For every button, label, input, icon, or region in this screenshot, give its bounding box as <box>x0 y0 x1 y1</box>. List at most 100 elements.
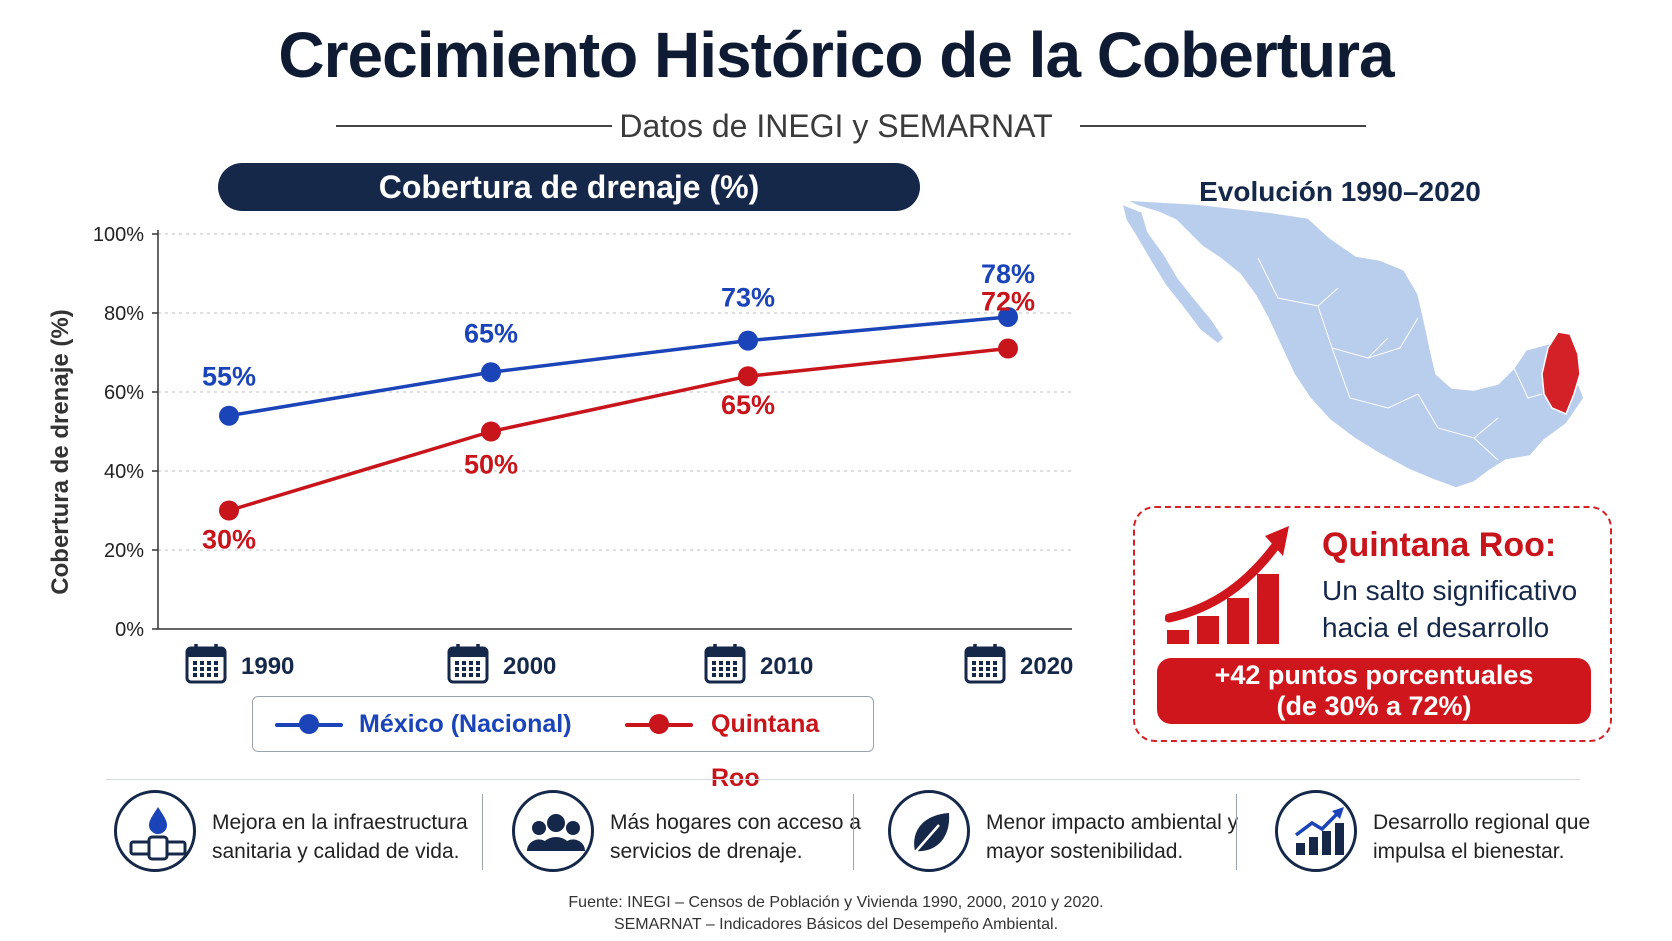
subtitle-right-rule <box>1080 125 1366 127</box>
banner-line-2: (de 30% a 72%) <box>1276 691 1472 721</box>
calendar-day <box>214 673 218 677</box>
calendar-icon <box>964 644 1006 684</box>
calendar-day <box>733 667 737 671</box>
calendar-icon <box>704 644 746 684</box>
calendar-day <box>979 673 983 677</box>
page-subtitle: Datos de INEGI y SEMARNAT <box>619 108 1053 144</box>
callout-text: Un salto significativo hacia el desarrol… <box>1322 575 1578 643</box>
calendar-day <box>200 667 204 671</box>
calendar-day <box>972 673 976 677</box>
feature-icon-circle <box>114 790 196 872</box>
feature-icon-circle <box>1275 790 1357 872</box>
feature-separator <box>482 794 483 870</box>
calendar-header <box>187 648 225 657</box>
data-label: 55% <box>202 362 256 392</box>
y-tick-label: 40% <box>104 461 144 483</box>
quintana-roo-shape <box>1541 331 1581 415</box>
calendar-day <box>972 661 976 665</box>
calendar-day <box>972 667 976 671</box>
calendar-icon <box>185 644 227 684</box>
calendar-day <box>193 673 197 677</box>
leaf-icon <box>910 813 950 858</box>
calendar-body <box>185 646 227 684</box>
page-title: Crecimiento Histórico de la Cobertura <box>278 19 1394 91</box>
calendar-day <box>462 667 466 671</box>
calendar-day <box>993 667 997 671</box>
calendar-day <box>712 661 716 665</box>
features-divider <box>106 779 1580 780</box>
feature-text: Mejora en la infraestructura sanitaria y… <box>212 811 468 863</box>
calendar-day <box>986 661 990 665</box>
feature-icon-circle <box>512 790 594 872</box>
state-borders <box>1257 257 1543 461</box>
feature-separator <box>1236 794 1237 870</box>
data-label: 65% <box>721 390 775 420</box>
baja-california-shape <box>1120 202 1225 345</box>
x-tick-label: 1990 <box>241 653 294 680</box>
calendar-day <box>193 667 197 671</box>
y-tick-label: 20% <box>104 540 144 562</box>
calendar-day <box>207 667 211 671</box>
source-line-2: SEMARNAT – Indicadores Básicos del Desem… <box>613 916 1059 933</box>
data-label: 30% <box>202 525 256 555</box>
people-icon <box>526 814 586 851</box>
callout-banner: +42 puntos porcentuales (de 30% a 72%) <box>1157 658 1591 724</box>
feature-separator <box>853 794 854 870</box>
calendar-day <box>469 661 473 665</box>
calendar-day <box>469 673 473 677</box>
calendar-day <box>476 673 480 677</box>
data-point <box>481 421 501 442</box>
data-point <box>738 330 758 351</box>
chart-title-pill: Cobertura de drenaje (%) <box>218 163 920 211</box>
calendar-day <box>476 667 480 671</box>
calendar-day <box>986 667 990 671</box>
calendar-body <box>704 646 746 684</box>
calendar-day <box>207 661 211 665</box>
data-point <box>998 306 1018 327</box>
mexico-map <box>1120 199 1585 489</box>
calendar-body <box>447 646 489 684</box>
feature-text: Desarrollo regional que impulsa el biene… <box>1373 811 1591 863</box>
calendar-day <box>214 661 218 665</box>
calendar-day <box>726 673 730 677</box>
calendar-header <box>449 648 487 657</box>
data-point <box>481 362 501 383</box>
calendar-day <box>462 673 466 677</box>
calendar-day <box>476 661 480 665</box>
calendar-day <box>214 667 218 671</box>
banner-line-1: +42 puntos porcentuales <box>1214 660 1534 690</box>
calendar-day <box>455 661 459 665</box>
y-axis-label: Cobertura de drenaje (%) <box>47 309 74 594</box>
data-label: 72% <box>981 287 1035 317</box>
pipe-drop-icon <box>129 807 187 861</box>
legend-marker-quintana-roo <box>649 714 669 734</box>
calendar-day <box>469 667 473 671</box>
calendar-day <box>993 661 997 665</box>
calendar-icon <box>447 644 489 684</box>
feature-icon-circle <box>888 790 970 872</box>
y-tick-label: 0% <box>115 619 144 641</box>
y-tick-label: 100% <box>93 224 144 246</box>
calendar-body <box>964 646 1006 684</box>
calendar-day <box>462 661 466 665</box>
series-line <box>228 346 1009 513</box>
y-tick-label: 60% <box>104 382 144 404</box>
calendar-day <box>455 667 459 671</box>
calendar-day <box>726 667 730 671</box>
subtitle-left-rule <box>336 125 612 127</box>
source-line-1: Fuente: INEGI – Censos de Población y Vi… <box>568 894 1104 911</box>
series-line <box>228 315 1009 418</box>
calendar-day <box>733 673 737 677</box>
data-label: 65% <box>464 318 518 348</box>
data-point <box>219 500 239 521</box>
calendar-day <box>200 661 204 665</box>
calendar-day <box>726 661 730 665</box>
data-point <box>998 338 1018 359</box>
feature-text: Menor impacto ambiental y mayor sostenib… <box>986 811 1239 863</box>
calendar-day <box>719 661 723 665</box>
growth-chart-arrow-icon <box>1165 526 1289 644</box>
subtitle-row: Datos de INEGI y SEMARNAT <box>0 104 1672 144</box>
calendar-header <box>966 648 1004 657</box>
bar-chart-arrow-icon <box>1294 807 1344 855</box>
data-point <box>738 366 758 387</box>
